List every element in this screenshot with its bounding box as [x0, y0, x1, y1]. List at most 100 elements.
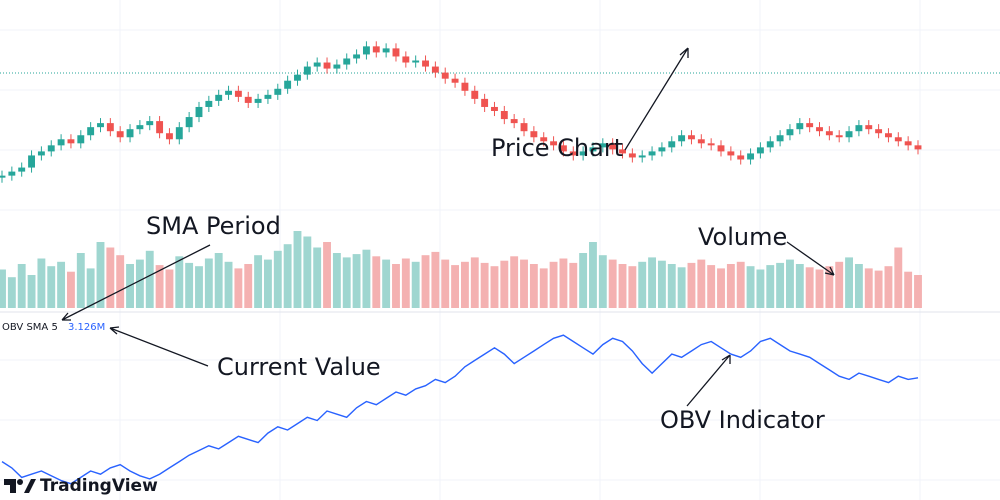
volume-bar	[707, 265, 716, 308]
candle-body	[422, 60, 429, 67]
volume-bar	[490, 266, 499, 308]
candle-body	[362, 46, 370, 55]
candle-body	[559, 145, 567, 152]
volume-bar	[411, 261, 420, 308]
volume-bar	[874, 270, 883, 308]
candle-body	[156, 121, 164, 134]
volume-bar	[76, 253, 85, 308]
volume-bar	[766, 265, 775, 308]
volume-bar	[864, 268, 873, 308]
volume-bar	[608, 259, 617, 308]
candle-body	[343, 58, 351, 65]
volume-bar	[401, 258, 410, 308]
arrow-sma-period	[61, 244, 211, 321]
candle-body	[825, 131, 833, 136]
volume-bar	[106, 247, 115, 308]
volume-bar	[234, 268, 243, 308]
volume-bar	[254, 255, 263, 308]
volume-bar	[579, 253, 588, 308]
volume-bar	[638, 261, 647, 308]
volume-bar	[667, 264, 676, 308]
candle-body	[116, 131, 124, 138]
candle-body	[303, 66, 311, 75]
candle-body	[195, 106, 203, 118]
volume-bar	[589, 242, 597, 308]
volume-bar	[57, 261, 66, 308]
candle-body	[47, 145, 55, 152]
candle-body	[205, 100, 213, 107]
volume-bar	[510, 256, 519, 308]
volume-bar	[244, 264, 253, 308]
candle-body	[431, 66, 439, 73]
arrow-current-value	[109, 326, 209, 367]
volume-bar	[0, 269, 6, 308]
volume-bar	[520, 259, 528, 308]
candle-body	[18, 167, 26, 172]
candle-body	[392, 48, 400, 57]
candle-body	[688, 135, 695, 140]
volume-bar	[717, 268, 725, 308]
volume-bar	[362, 249, 371, 308]
candle-body	[727, 151, 735, 156]
volume-bar	[214, 253, 223, 308]
candle-body	[372, 46, 380, 53]
candle-body	[185, 117, 193, 128]
volume-bar	[648, 257, 657, 308]
candle-body	[638, 155, 646, 158]
annotation-price-chart: Price Chart	[491, 134, 623, 162]
volume-bar	[204, 258, 213, 308]
candle-body	[57, 139, 65, 146]
volume-bar	[677, 267, 686, 308]
candle-body	[786, 129, 794, 136]
candle-body	[234, 90, 242, 97]
volume-bar	[500, 260, 509, 308]
candle-body	[284, 80, 292, 89]
candle-body	[481, 98, 489, 107]
volume-bar	[17, 264, 26, 308]
volume-bar	[342, 257, 351, 308]
volume-bar	[805, 267, 814, 308]
volume-bar	[382, 259, 391, 308]
volume-bar	[894, 247, 903, 308]
candle-body	[766, 141, 774, 148]
candle-body	[441, 72, 449, 79]
candle-body	[648, 151, 656, 156]
candle-body	[806, 123, 814, 128]
candle-body	[274, 88, 282, 95]
volume-bar	[155, 265, 164, 308]
indicator-legend-name[interactable]: OBV SMA 5	[2, 322, 58, 333]
candle-body	[628, 153, 636, 158]
annotation-sma-period: SMA Period	[146, 212, 281, 240]
candle-body	[668, 141, 676, 148]
tradingview-logo[interactable]: TradingView	[4, 476, 158, 496]
volume-bar	[441, 259, 450, 308]
candle-body	[855, 125, 863, 132]
volume-bar	[480, 262, 489, 308]
volume-bar	[135, 259, 144, 308]
candle-body	[215, 94, 223, 101]
candle-body	[225, 90, 232, 95]
candle-body	[569, 151, 577, 156]
candle-body	[28, 155, 35, 168]
volume-bar	[421, 255, 430, 308]
candle-body	[599, 143, 607, 148]
volume-bar	[195, 266, 203, 308]
candle-body	[146, 121, 154, 126]
candle-body	[333, 64, 341, 69]
candle-body	[8, 171, 16, 176]
candle-body	[353, 54, 361, 59]
candle-body	[845, 131, 853, 138]
candle-body	[294, 74, 301, 81]
volume-bar	[431, 251, 440, 308]
volume-bar	[549, 261, 558, 308]
candle-body	[914, 145, 922, 150]
candle-body	[87, 127, 95, 136]
volume-bar	[283, 244, 292, 308]
candle-body	[609, 143, 617, 150]
volume-bar	[37, 258, 46, 308]
volume-bar	[914, 275, 922, 308]
candle-body	[175, 127, 183, 140]
candle-body	[500, 111, 508, 120]
